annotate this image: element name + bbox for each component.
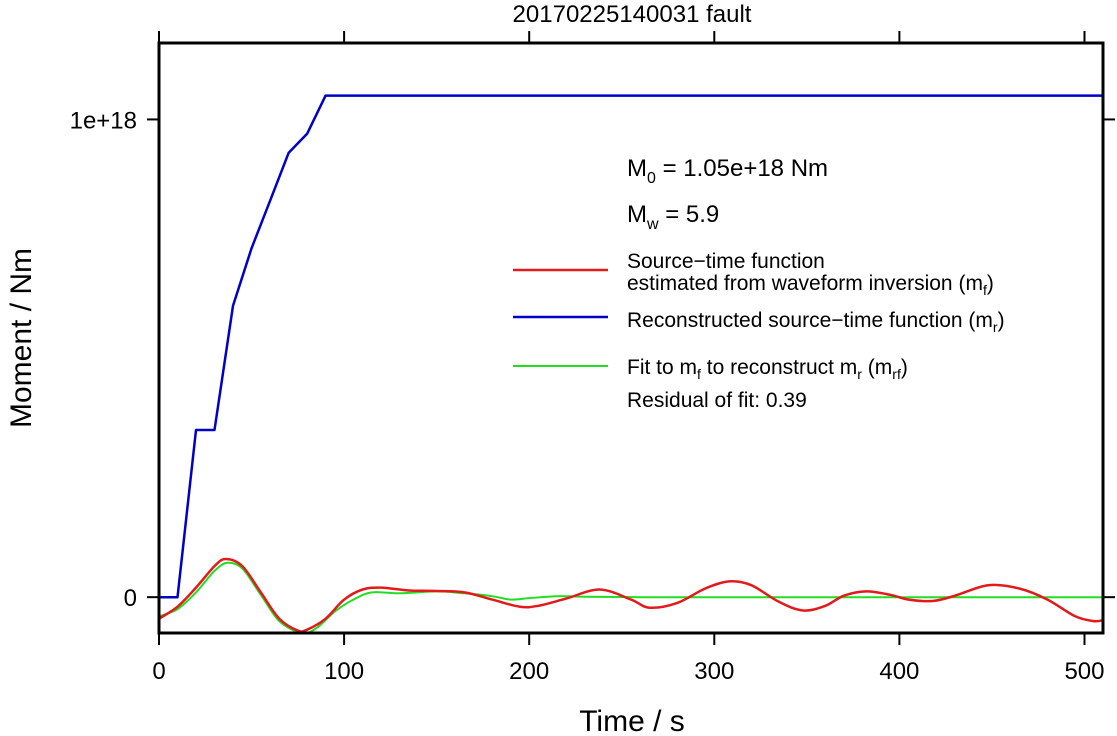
y-axis-label: Moment / Nm xyxy=(5,248,38,428)
residual-annotation: Residual of fit: 0.39 xyxy=(627,389,807,412)
chart-title: 20170225140031 fault xyxy=(513,1,752,28)
y-tick-label: 1e+18 xyxy=(70,107,137,134)
plot-lines xyxy=(158,94,1104,635)
x-axis-label: Time / s xyxy=(579,705,685,736)
legend-label-reconstructed: Reconstructed source−time function (mr) xyxy=(627,309,1005,335)
legend-label-estimated-line1: Source−time function xyxy=(627,250,825,273)
y-tick-label: 0 xyxy=(124,585,137,612)
legend-label-fit: Fit to mf to reconstruct mr (mrf) xyxy=(627,356,908,382)
x-tick-label: 200 xyxy=(509,658,549,685)
x-tick-label: 400 xyxy=(879,658,919,685)
plot-frame xyxy=(157,41,1105,635)
y-axis: 0 1e+18 xyxy=(70,107,1115,612)
m0-annotation: M0 = 1.05e+18 Nm xyxy=(627,155,828,187)
x-tick-label: 100 xyxy=(324,658,364,685)
x-tick-label: 300 xyxy=(694,658,734,685)
mw-annotation: Mw = 5.9 xyxy=(627,201,719,233)
series-line-fit xyxy=(158,561,1103,635)
legend-label-estimated-line2: estimated from waveform inversion (mf) xyxy=(627,272,994,298)
legend: Source−time function estimated from wave… xyxy=(513,250,1005,412)
x-axis: 0 100 200 300 400 500 xyxy=(152,31,1105,685)
series-line-estimated xyxy=(158,557,1104,633)
x-tick-label: 0 xyxy=(152,658,165,685)
series-line-reconstructed xyxy=(159,94,1103,599)
x-tick-label: 500 xyxy=(1064,658,1104,685)
